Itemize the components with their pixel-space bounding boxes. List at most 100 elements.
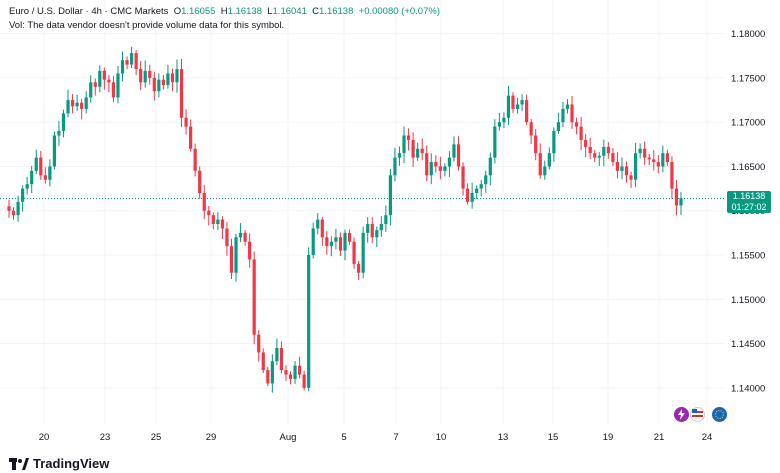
candle-body bbox=[456, 144, 461, 167]
candle-body bbox=[520, 100, 524, 105]
tradingview-logo-icon bbox=[9, 457, 29, 470]
candle-body bbox=[384, 215, 388, 225]
y-tick-label: 1.17000 bbox=[731, 118, 765, 129]
candle-body bbox=[506, 95, 511, 118]
us-flag-icon[interactable] bbox=[690, 407, 705, 422]
chart-grid bbox=[0, 0, 725, 425]
tradingview-logo[interactable]: TradingView bbox=[9, 456, 109, 471]
candle-body bbox=[11, 210, 16, 216]
candle-body bbox=[484, 175, 488, 185]
open-label: O bbox=[173, 6, 182, 17]
candle-body bbox=[238, 232, 243, 238]
candle-body bbox=[624, 166, 629, 176]
candle-body bbox=[515, 104, 520, 109]
candle-body bbox=[402, 135, 406, 154]
candle-body bbox=[416, 148, 420, 158]
candle-body bbox=[202, 193, 206, 211]
candle-body bbox=[629, 175, 633, 180]
candle-body bbox=[293, 365, 297, 379]
flash-icon[interactable] bbox=[674, 407, 689, 422]
candle-body bbox=[638, 148, 642, 154]
candle-body bbox=[325, 237, 329, 247]
candle-body bbox=[198, 170, 202, 194]
candle-body bbox=[48, 166, 52, 180]
x-tick-label: 13 bbox=[498, 432, 509, 443]
candle-body bbox=[602, 146, 606, 156]
candle-body bbox=[220, 219, 225, 229]
candle-body bbox=[670, 162, 674, 189]
candle-body bbox=[411, 139, 415, 158]
candle-body bbox=[161, 79, 165, 85]
candle-body bbox=[679, 198, 683, 206]
chart-legend: Euro / U.S. Dollar · 4h · CMC Markets O 1… bbox=[9, 6, 440, 17]
x-tick-label: 19 bbox=[603, 432, 614, 443]
candle-body bbox=[25, 184, 29, 189]
candle-body bbox=[125, 60, 129, 65]
candle-body bbox=[70, 100, 75, 107]
candle-body bbox=[556, 122, 561, 132]
low-label: L bbox=[267, 6, 273, 17]
candle-body bbox=[193, 148, 197, 171]
candle-body bbox=[538, 153, 542, 176]
candle-body bbox=[652, 159, 656, 163]
bar-countdown: 01:27:02 bbox=[731, 202, 767, 212]
candle-body bbox=[7, 206, 11, 211]
candle-body bbox=[361, 232, 365, 273]
candle-body bbox=[375, 230, 379, 238]
candle-body bbox=[211, 215, 215, 225]
candle-body bbox=[588, 146, 592, 154]
candle-body bbox=[21, 188, 25, 202]
candle-body bbox=[243, 232, 247, 242]
candle-body bbox=[574, 122, 579, 127]
candle-body bbox=[615, 162, 620, 171]
low-value: 1.16041 bbox=[272, 6, 307, 17]
candle-body bbox=[429, 162, 433, 176]
y-tick-label: 1.16500 bbox=[731, 162, 765, 173]
candle-body bbox=[66, 100, 70, 114]
candle-body bbox=[166, 73, 170, 85]
candle-body bbox=[529, 122, 533, 136]
high-value: 1.16138 bbox=[227, 6, 262, 17]
candle-body bbox=[39, 157, 43, 176]
candle-body bbox=[370, 224, 374, 238]
volume-note: Vol: The data vendor doesn't provide vol… bbox=[9, 20, 285, 31]
y-tick-label: 1.14000 bbox=[731, 383, 765, 394]
candle-body bbox=[270, 361, 274, 384]
candle-body bbox=[302, 374, 306, 388]
x-tick-label: 10 bbox=[436, 432, 447, 443]
x-tick-label: 7 bbox=[393, 432, 398, 443]
candle-body bbox=[547, 153, 551, 167]
candle-body bbox=[279, 347, 284, 371]
candle-body bbox=[89, 82, 93, 98]
candle-body bbox=[597, 155, 601, 158]
candle-body bbox=[189, 126, 193, 149]
symbol-label: Euro / U.S. Dollar · 4h · CMC Markets bbox=[9, 6, 169, 17]
candle-body bbox=[552, 131, 556, 154]
candle-body bbox=[139, 69, 143, 83]
candle-body bbox=[593, 153, 597, 158]
candle-body bbox=[143, 70, 147, 83]
candle-body bbox=[379, 224, 383, 231]
candle-body bbox=[111, 82, 116, 98]
x-tick-label: 21 bbox=[654, 432, 665, 443]
candle-body bbox=[420, 148, 424, 154]
candle-body bbox=[434, 162, 438, 167]
candle-body bbox=[216, 219, 220, 225]
current-price-value: 1.16138 bbox=[732, 191, 766, 201]
eu-flag-icon[interactable] bbox=[712, 407, 727, 422]
candle-body bbox=[647, 157, 651, 160]
candle-body bbox=[465, 188, 470, 202]
candle-body bbox=[329, 241, 333, 247]
candle-body bbox=[30, 170, 34, 185]
candle-body bbox=[665, 153, 669, 163]
candle-body bbox=[52, 135, 57, 167]
candle-body bbox=[16, 201, 20, 216]
candle-body bbox=[152, 77, 156, 92]
candle-body bbox=[488, 157, 492, 176]
candle-body bbox=[643, 148, 647, 158]
candle-body bbox=[661, 153, 665, 167]
candle-body bbox=[561, 108, 565, 123]
candle-body bbox=[393, 157, 397, 176]
candle-body bbox=[57, 131, 61, 136]
